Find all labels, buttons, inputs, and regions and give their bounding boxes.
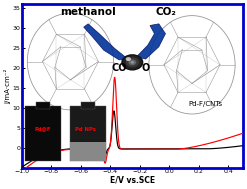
Circle shape (123, 55, 142, 69)
Circle shape (128, 60, 136, 65)
Circle shape (121, 54, 143, 70)
Circle shape (126, 57, 139, 67)
Polygon shape (84, 24, 128, 60)
Circle shape (126, 57, 131, 61)
Text: CO: CO (111, 63, 127, 73)
Text: Pd-F/CNTs: Pd-F/CNTs (188, 101, 223, 107)
Polygon shape (137, 24, 165, 59)
X-axis label: E/V vs.SCE: E/V vs.SCE (110, 176, 155, 185)
Y-axis label: j/mA·cm⁻²: j/mA·cm⁻² (4, 68, 11, 104)
Text: methanol: methanol (60, 7, 116, 17)
Circle shape (131, 61, 134, 64)
Text: CO₂: CO₂ (155, 7, 176, 17)
Text: O: O (142, 63, 150, 73)
